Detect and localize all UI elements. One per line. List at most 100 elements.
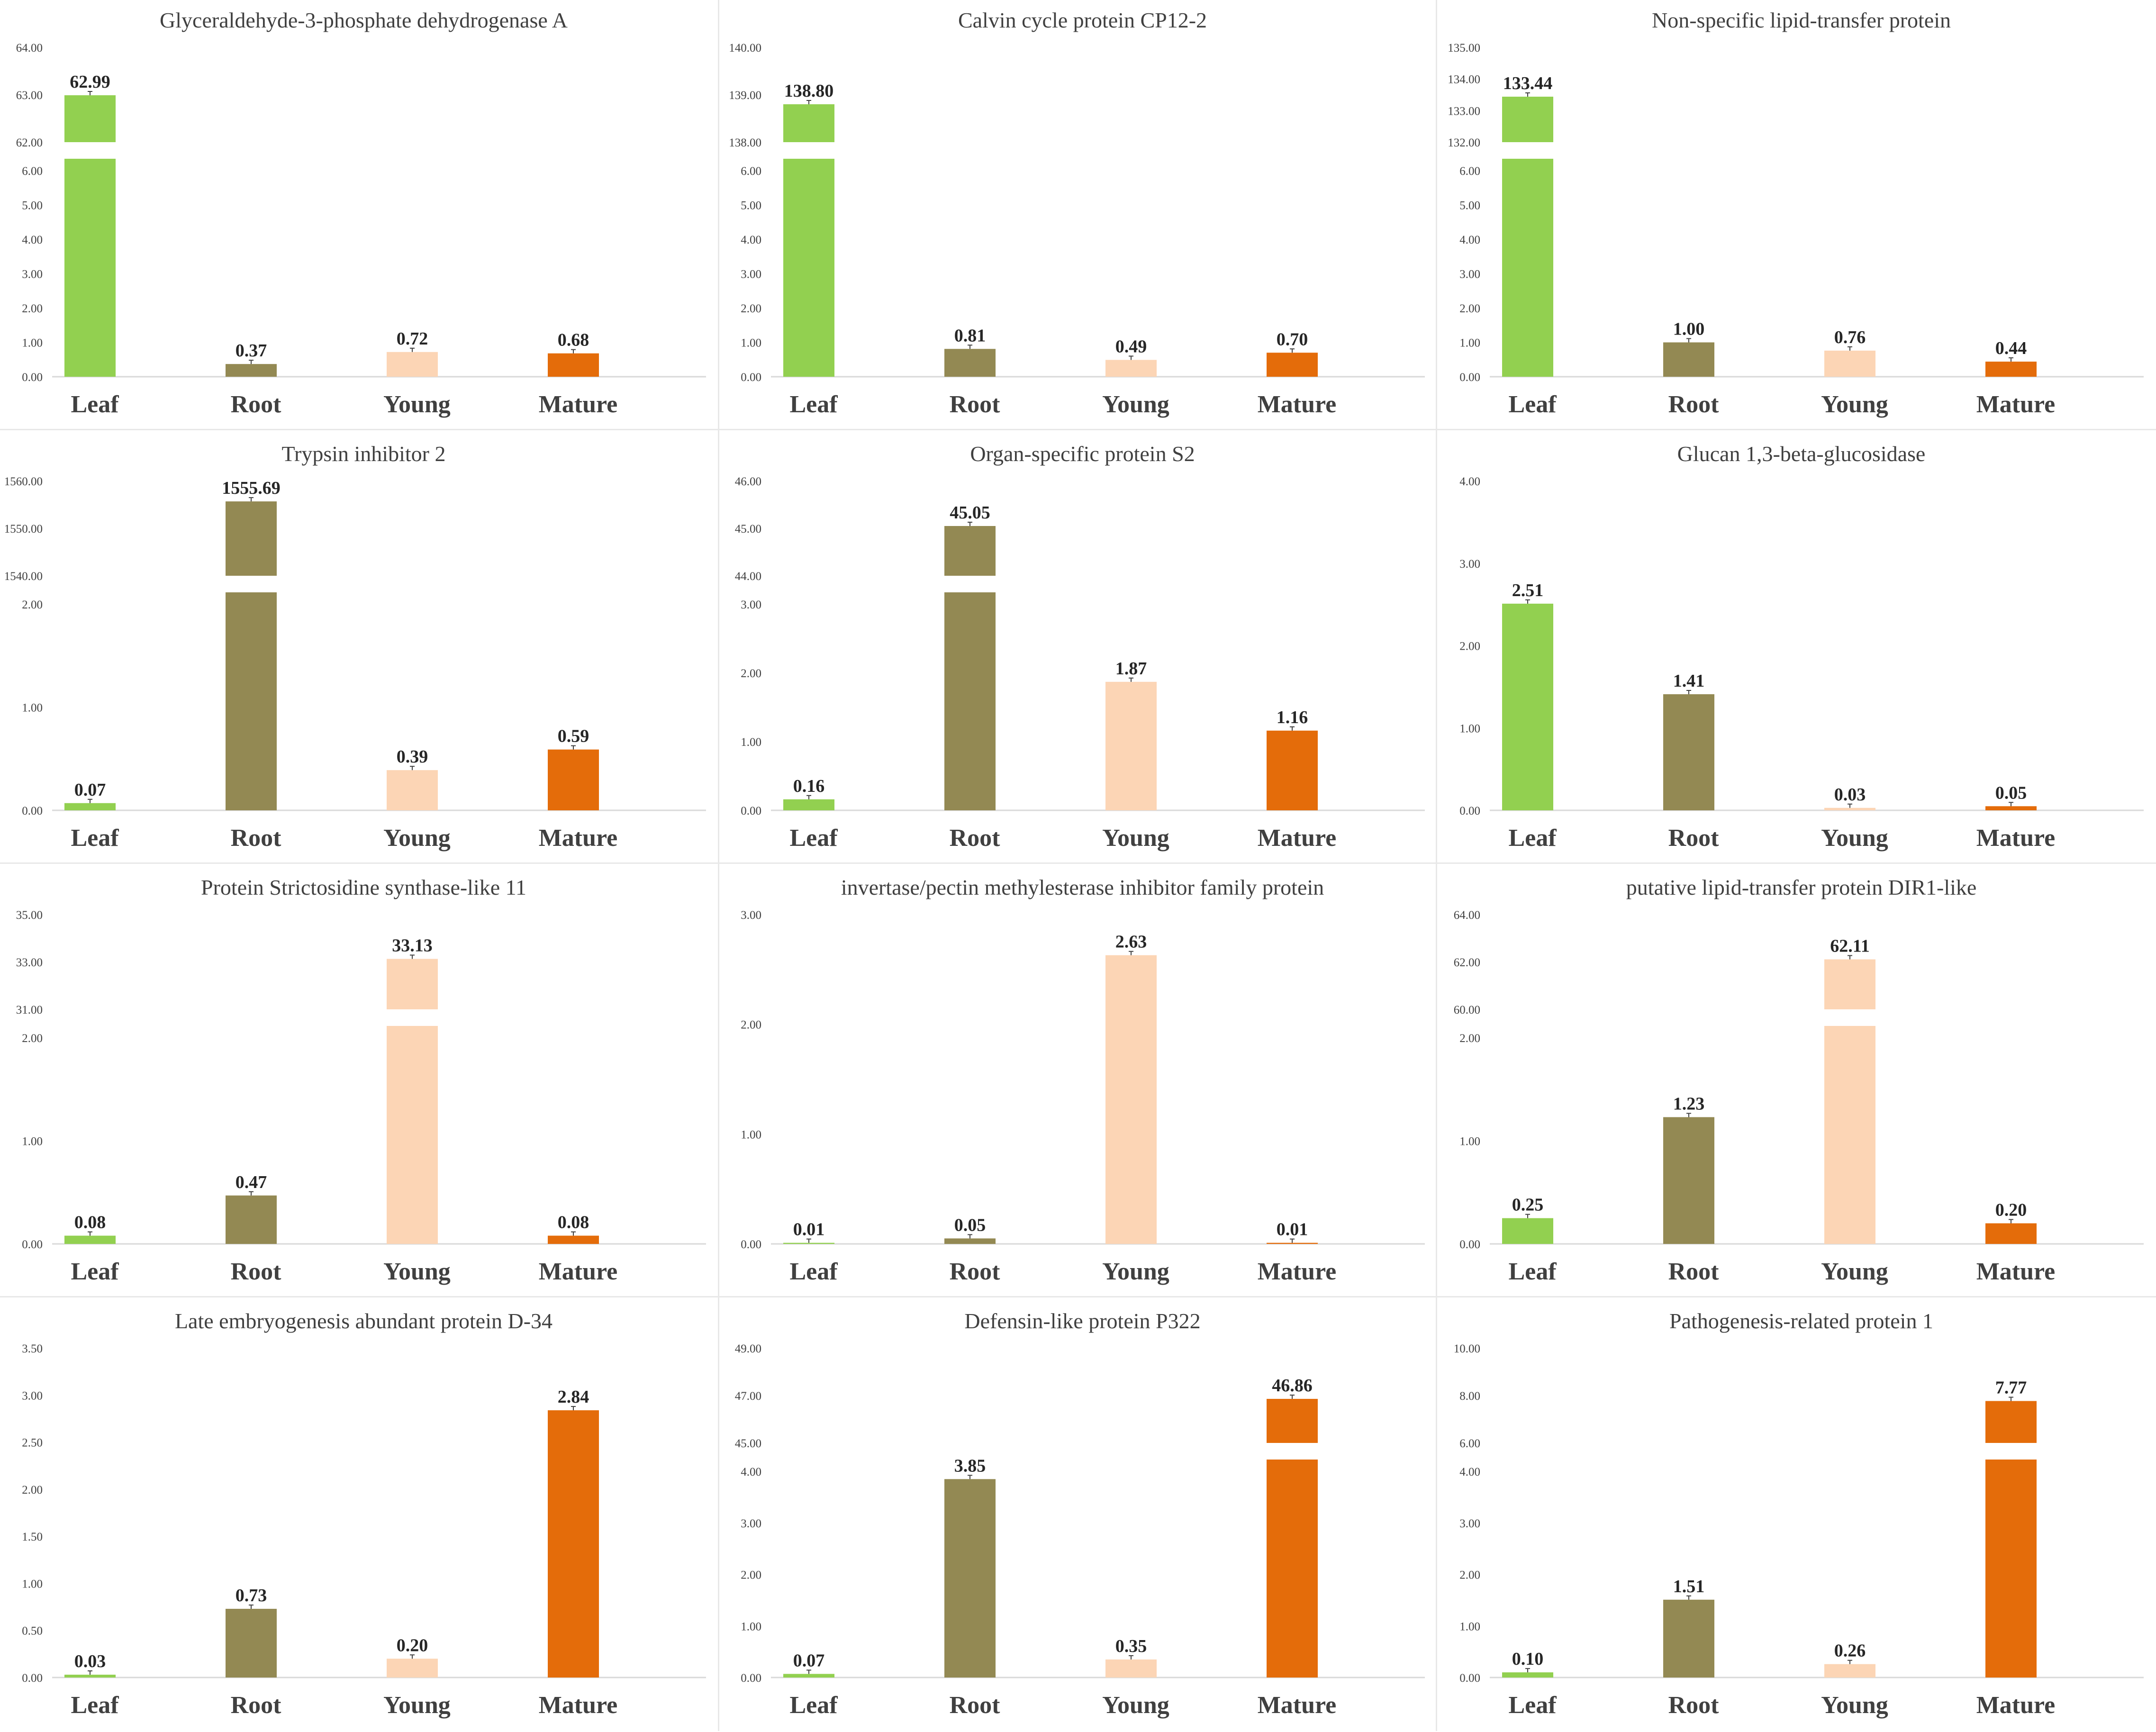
bar-leaf-lower — [1502, 159, 1553, 377]
y-tick-label: 134.00 — [1448, 73, 1480, 86]
data-label-mature: 0.05 — [1995, 783, 2027, 803]
data-label-young: 1.87 — [1115, 659, 1147, 679]
y-tick-label: 0.00 — [741, 371, 761, 384]
chart-panel-defensin-like-protein-p322: Defensin-like protein P322 0.00 1.00 2.00 3.… — [719, 1301, 1437, 1732]
chart-panel-glucan-1-3-beta-glucosidase: Glucan 1,3-beta-glucosidase 0.00 1.00 2.00 3… — [1438, 434, 2156, 865]
row-divider — [0, 429, 2156, 430]
y-tick-label: 2.00 — [741, 1019, 761, 1032]
bar-young — [1105, 1659, 1157, 1678]
y-tick-label: 1.00 — [22, 1135, 43, 1148]
y-tick-label: 2.00 — [741, 667, 761, 680]
data-label-mature: 2.84 — [558, 1387, 589, 1407]
y-tick-label: 3.00 — [741, 1517, 761, 1530]
y-tick-label: 6.00 — [1459, 1437, 1480, 1450]
bar-mature — [548, 353, 599, 377]
y-tick-label: 3.00 — [741, 598, 761, 611]
y-tick-label: 1.00 — [1459, 337, 1480, 350]
y-tick-label: 0.00 — [741, 805, 761, 817]
x-tick-label: Young — [1821, 391, 1888, 418]
x-tick-label: Mature — [1258, 1258, 1337, 1285]
data-label-root: 0.47 — [236, 1172, 267, 1192]
x-tick-label: Leaf — [71, 825, 119, 852]
y-tick-label: 1.50 — [22, 1531, 43, 1543]
bar-mature — [548, 1235, 599, 1244]
y-tick-label: 3.00 — [1459, 268, 1480, 281]
y-tick-label: 1.00 — [1459, 722, 1480, 735]
x-tick-label: Root — [1668, 1692, 1720, 1719]
y-tick-label: 60.00 — [1454, 1004, 1480, 1016]
x-tick-label: Young — [383, 391, 451, 418]
x-tick-label: Root — [231, 1692, 282, 1719]
chart-panel-pathogenesis-related-protein-1: Pathogenesis-related protein 1 0.00 1.00 2.… — [1438, 1301, 2156, 1732]
y-tick-label: 62.00 — [16, 136, 43, 149]
data-label-mature: 0.01 — [1277, 1220, 1308, 1240]
data-label-young: 0.26 — [1834, 1641, 1866, 1661]
bar-chart: putative lipid-transfer protein DIR1-lik… — [1454, 875, 2144, 1285]
bar-young — [1105, 681, 1157, 810]
bar-root-upper — [944, 526, 996, 576]
x-tick-label: Root — [231, 825, 282, 852]
x-tick-label: Leaf — [71, 1258, 119, 1285]
bar-root — [226, 364, 277, 377]
x-tick-label: Root — [231, 1258, 282, 1285]
bar-root — [1663, 694, 1714, 810]
data-label-leaf: 0.25 — [1512, 1195, 1544, 1215]
data-label-leaf: 0.07 — [74, 780, 106, 800]
bar-young — [387, 770, 438, 810]
bar-mature — [1985, 806, 2037, 810]
chart-title: Glyceraldehyde-3-phosphate dehydrogenase… — [160, 8, 568, 32]
bar-chart: Protein Strictosidine synthase-like 11 0.… — [16, 875, 706, 1285]
data-label-mature: 0.59 — [558, 726, 589, 746]
chart-title: Glucan 1,3-beta-glucosidase — [1677, 442, 1926, 466]
y-tick-label: 3.00 — [1459, 558, 1480, 571]
chart-panel-protein-strictosidine-synthase-like-11: Protein Strictosidine synthase-like 11 0.… — [0, 867, 718, 1298]
x-tick-label: Young — [383, 1258, 451, 1285]
x-tick-label: Young — [383, 825, 451, 852]
x-tick-label: Young — [1821, 1692, 1888, 1719]
data-label-young: 0.03 — [1834, 785, 1866, 805]
x-tick-label: Leaf — [1508, 1692, 1557, 1719]
bar-leaf — [64, 1675, 116, 1678]
chart-panel-glyceraldehyde-3-phosphate-dehydrogenase-a: Glyceraldehyde-3-phosphate dehydrogenase… — [0, 0, 718, 431]
bar-young — [387, 1659, 438, 1678]
data-label-young: 0.49 — [1115, 336, 1147, 356]
bar-root — [944, 349, 996, 377]
data-label-mature: 0.68 — [558, 330, 589, 350]
bar-leaf — [783, 799, 834, 810]
y-tick-label: 3.00 — [22, 1389, 43, 1402]
data-label-root: 0.81 — [954, 326, 986, 345]
data-label-root: 0.05 — [954, 1215, 986, 1235]
data-label-young: 0.72 — [397, 329, 428, 349]
chart-title: invertase/pectin methylesterase inhibito… — [841, 875, 1324, 899]
bar-young — [387, 352, 438, 377]
y-tick-label: 1.00 — [1459, 1620, 1480, 1633]
chart-title: Protein Strictosidine synthase-like 11 — [201, 875, 526, 899]
y-tick-label: 140.00 — [729, 42, 761, 54]
y-tick-label: 0.00 — [741, 1672, 761, 1685]
x-tick-label: Mature — [539, 1258, 618, 1285]
x-tick-label: Leaf — [71, 1692, 119, 1719]
data-label-young: 0.35 — [1115, 1636, 1147, 1656]
y-tick-label: 0.00 — [22, 1672, 43, 1685]
data-label-young: 0.39 — [397, 747, 428, 767]
y-tick-label: 132.00 — [1448, 136, 1480, 149]
data-label-leaf: 0.08 — [74, 1213, 106, 1233]
y-tick-label: 1.00 — [1459, 1135, 1480, 1148]
row-divider — [0, 862, 2156, 864]
y-tick-label: 3.50 — [22, 1342, 43, 1355]
bar-mature — [1267, 353, 1318, 377]
x-tick-label: Young — [1102, 1692, 1169, 1719]
data-label-mature: 0.20 — [1995, 1200, 2027, 1220]
data-label-leaf: 0.10 — [1512, 1649, 1544, 1669]
y-tick-label: 5.00 — [741, 199, 761, 212]
bar-leaf-upper — [783, 104, 834, 142]
bar-young — [1824, 1664, 1875, 1678]
y-tick-label: 0.00 — [22, 805, 43, 817]
y-tick-label: 5.00 — [22, 199, 43, 212]
data-label-leaf: 0.01 — [793, 1220, 825, 1240]
y-tick-label: 138.00 — [729, 136, 761, 149]
column-divider — [1436, 0, 1437, 1731]
bar-root — [226, 1609, 277, 1678]
bar-root — [1663, 342, 1714, 377]
